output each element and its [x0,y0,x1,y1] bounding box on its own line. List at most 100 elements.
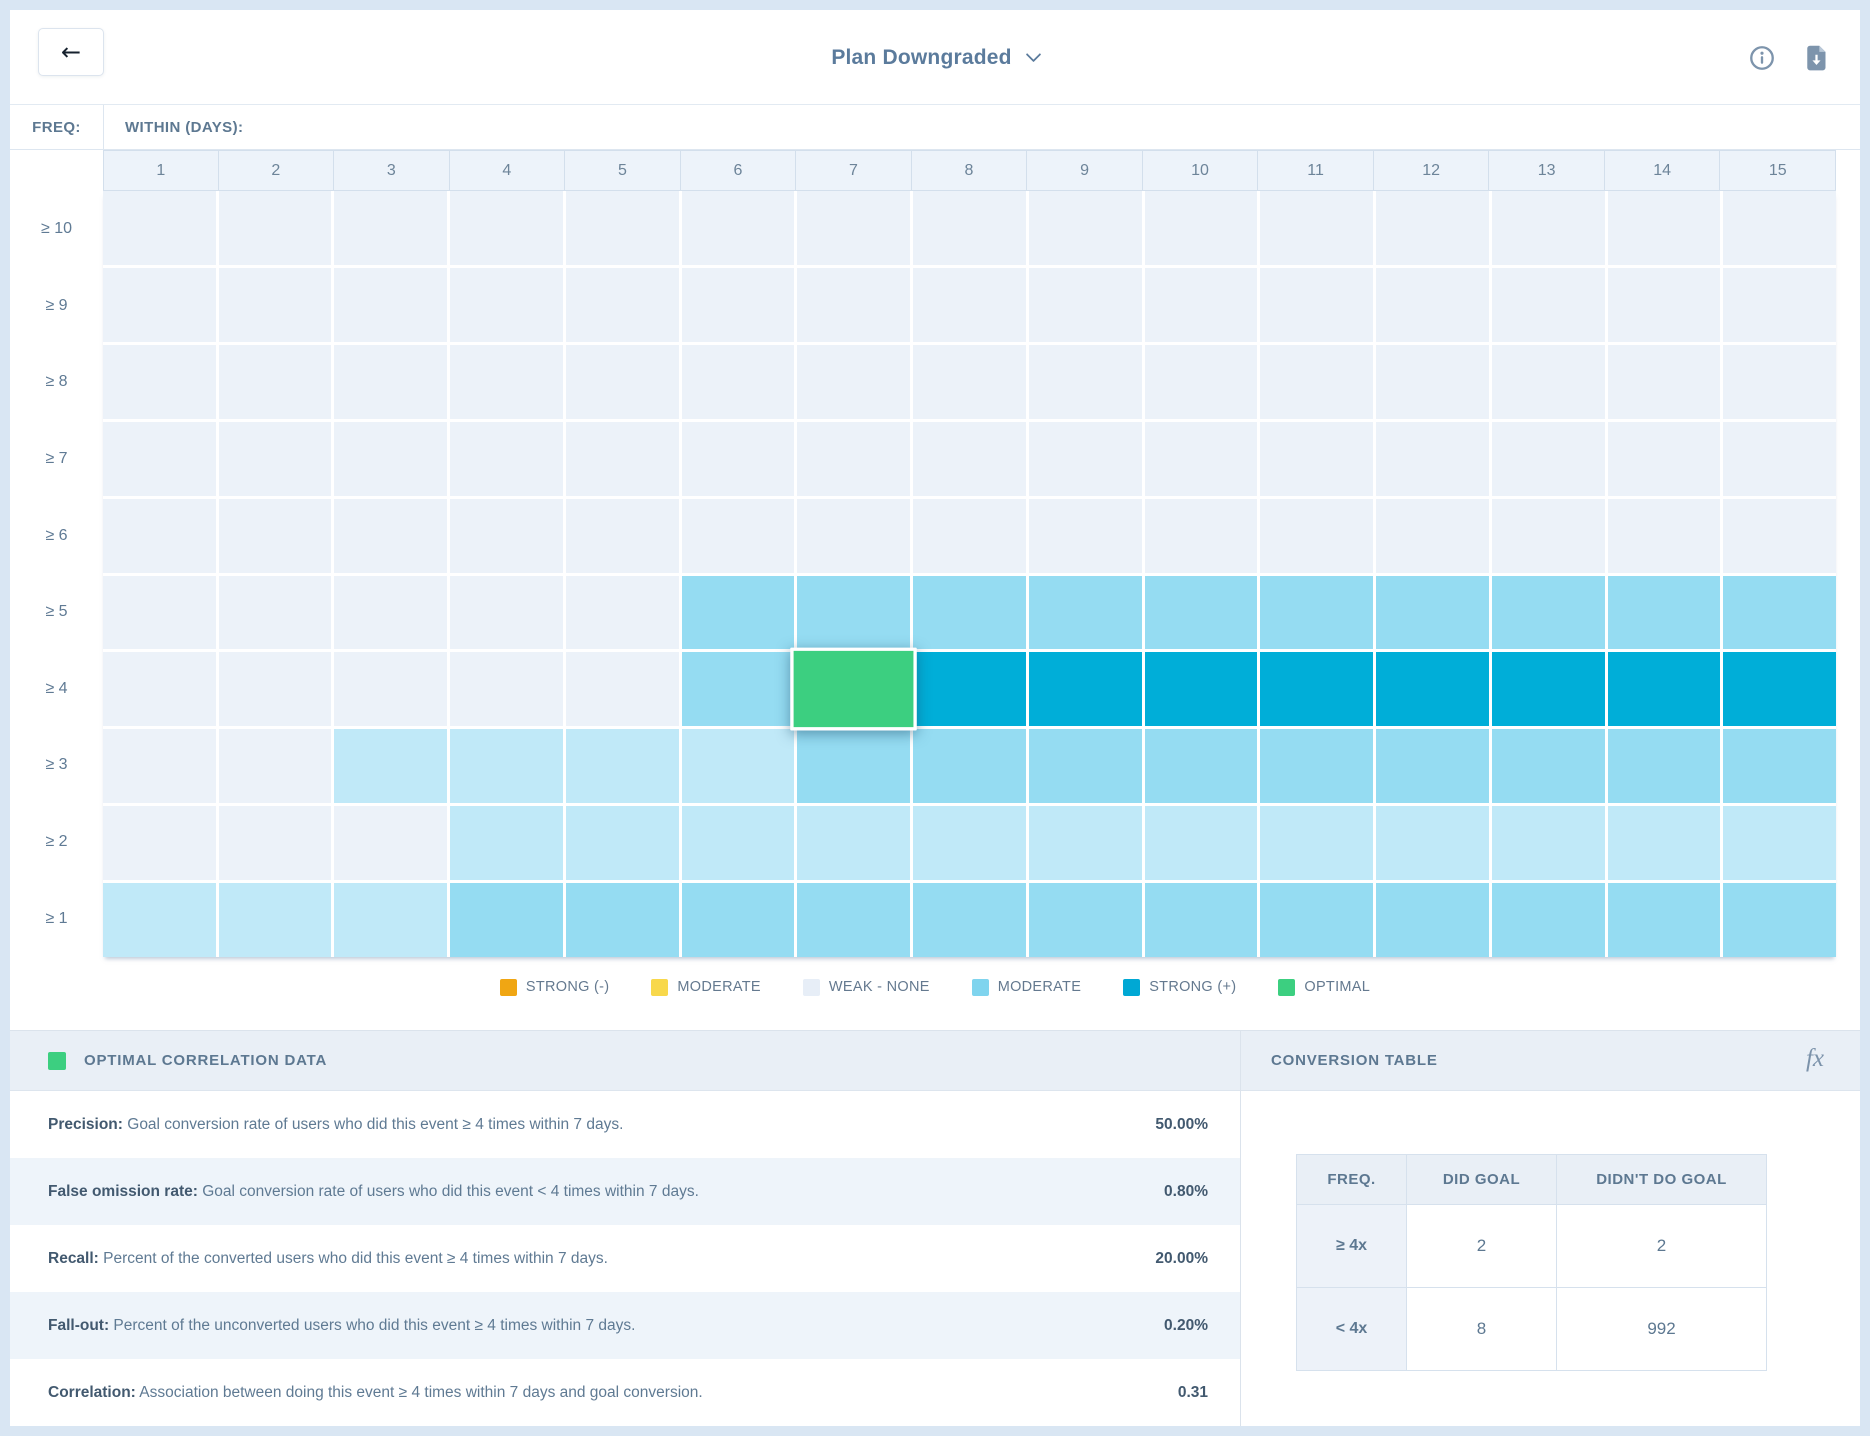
heatmap-cell[interactable] [1376,421,1489,496]
heatmap-cell[interactable] [1260,883,1374,957]
heatmap-cell[interactable] [334,498,448,573]
heatmap-cell[interactable] [1144,344,1258,419]
heatmap-cell[interactable] [1723,729,1836,804]
heatmap-cell[interactable] [1028,344,1142,419]
heatmap-cell[interactable] [1607,498,1721,573]
heatmap-cell[interactable] [913,267,1026,342]
heatmap-cell[interactable] [103,729,216,804]
heatmap-cell[interactable] [1607,575,1721,650]
heatmap-cell[interactable] [218,652,332,727]
heatmap-cell[interactable] [1376,267,1489,342]
info-icon[interactable] [1748,44,1776,72]
heatmap-cell[interactable] [218,421,332,496]
heatmap-cell[interactable] [450,883,563,957]
heatmap-cell[interactable] [797,806,911,881]
heatmap-cell[interactable] [1028,575,1142,650]
heatmap-cell[interactable] [1376,575,1489,650]
heatmap-cell[interactable] [1028,652,1142,727]
heatmap-cell[interactable] [1607,267,1721,342]
heatmap-cell[interactable] [797,883,911,957]
heatmap-cell[interactable] [1491,729,1605,804]
heatmap-cell[interactable] [913,344,1026,419]
heatmap-cell[interactable] [1144,652,1258,727]
heatmap-cell[interactable] [450,191,563,265]
heatmap-cell[interactable] [450,344,563,419]
heatmap-cell[interactable] [565,883,679,957]
heatmap-cell[interactable] [913,498,1026,573]
heatmap-cell[interactable] [1144,267,1258,342]
heatmap-cell[interactable] [1723,421,1836,496]
heatmap-cell[interactable] [1260,729,1374,804]
heatmap-cell[interactable] [1376,191,1489,265]
heatmap-cell[interactable] [1144,498,1258,573]
heatmap-cell[interactable] [913,191,1026,265]
heatmap-cell[interactable] [218,806,332,881]
heatmap-cell[interactable] [103,652,216,727]
heatmap-cell[interactable] [1723,883,1836,957]
heatmap-cell[interactable] [797,729,911,804]
heatmap-cell[interactable] [1607,652,1721,727]
heatmap-cell[interactable] [103,806,216,881]
heatmap-cell[interactable] [1491,191,1605,265]
heatmap-cell[interactable] [1028,806,1142,881]
heatmap-cell[interactable] [1028,191,1142,265]
heatmap-cell[interactable] [913,883,1026,957]
heatmap-cell[interactable] [1376,729,1489,804]
heatmap-cell[interactable] [797,498,911,573]
heatmap-cell[interactable] [334,344,448,419]
back-button[interactable]: ← [38,28,104,76]
heatmap-cell[interactable] [450,652,563,727]
heatmap-cell[interactable] [1491,652,1605,727]
heatmap-cell[interactable] [565,267,679,342]
heatmap-cell[interactable] [1028,421,1142,496]
heatmap-cell[interactable] [913,575,1026,650]
heatmap-cell[interactable] [1607,421,1721,496]
heatmap-cell[interactable] [334,652,448,727]
title-dropdown[interactable]: Plan Downgraded [10,10,1860,105]
heatmap-cell[interactable] [1723,267,1836,342]
heatmap-cell[interactable] [1144,575,1258,650]
heatmap-cell[interactable] [1376,883,1489,957]
heatmap-cell[interactable] [334,191,448,265]
heatmap-cell[interactable] [1260,267,1374,342]
heatmap-cell[interactable] [1723,344,1836,419]
heatmap-cell[interactable] [913,729,1026,804]
heatmap-cell[interactable] [565,575,679,650]
heatmap-cell[interactable] [1491,806,1605,881]
heatmap-cell[interactable] [1260,421,1374,496]
heatmap-cell[interactable] [450,498,563,573]
heatmap-cell[interactable] [1260,806,1374,881]
heatmap-cell[interactable] [1723,498,1836,573]
heatmap-cell[interactable] [334,883,448,957]
heatmap-cell[interactable] [334,575,448,650]
heatmap-cell[interactable] [1491,267,1605,342]
heatmap-cell[interactable] [565,344,679,419]
heatmap-cell[interactable] [797,191,911,265]
heatmap-cell[interactable] [681,498,795,573]
heatmap-cell[interactable] [913,421,1026,496]
heatmap-cell[interactable] [103,883,216,957]
heatmap-cell[interactable] [565,806,679,881]
heatmap-cell[interactable] [797,421,911,496]
heatmap-cell[interactable] [103,575,216,650]
heatmap-cell[interactable] [1144,421,1258,496]
heatmap-cell[interactable] [450,421,563,496]
heatmap-cell[interactable] [334,421,448,496]
heatmap-cell[interactable] [218,883,332,957]
heatmap-cell[interactable] [913,652,1026,727]
heatmap-cell[interactable] [450,575,563,650]
heatmap-cell[interactable] [1491,344,1605,419]
heatmap-cell[interactable] [218,267,332,342]
heatmap-cell[interactable] [1376,344,1489,419]
heatmap-cell[interactable] [1144,729,1258,804]
heatmap-cell[interactable] [565,729,679,804]
heatmap-cell[interactable] [1607,729,1721,804]
heatmap-cell[interactable] [1607,806,1721,881]
heatmap-cell[interactable] [565,191,679,265]
heatmap-cell[interactable] [1491,575,1605,650]
heatmap-cell[interactable] [681,191,795,265]
heatmap-cell[interactable] [103,267,216,342]
heatmap-cell[interactable] [450,267,563,342]
heatmap-cell[interactable] [1144,883,1258,957]
heatmap-cell[interactable] [1028,883,1142,957]
